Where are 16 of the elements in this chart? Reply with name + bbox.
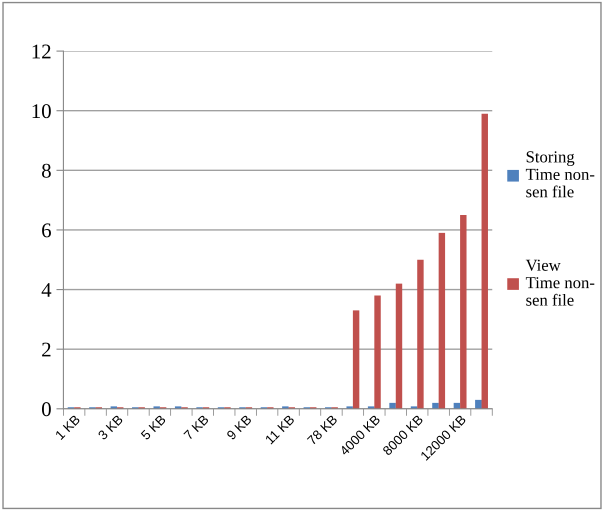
legend-label: Storing Time non-sen file (526, 151, 594, 198)
x-tick-label: 9 KB (226, 414, 252, 440)
y-tick-label: 4 (42, 283, 52, 297)
y-tick-label: 8 (42, 164, 51, 178)
x-tick-label: 7 KB (183, 414, 210, 440)
legend-label: View Time non-sen file (526, 260, 594, 306)
x-tick-label: 11 KB (264, 414, 295, 444)
y-tick-label: 0 (42, 402, 51, 416)
y-tick-label: 10 (32, 104, 51, 118)
y-tick-label: 12 (32, 44, 50, 58)
y-tick-label: 2 (42, 342, 50, 356)
x-tick-label: 1 KB (54, 414, 80, 440)
x-tick-label: 78 KB (306, 414, 338, 446)
y-tick-label: 6 (42, 223, 51, 238)
x-tick-label: 5 KB (140, 414, 166, 440)
x-tick-label: 3 KB (97, 414, 124, 440)
